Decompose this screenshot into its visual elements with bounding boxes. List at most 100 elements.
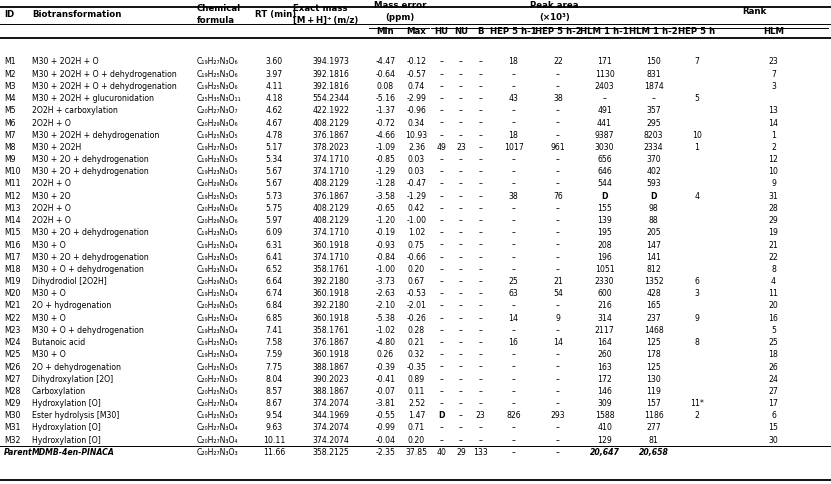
Text: 0.34: 0.34 <box>408 119 425 127</box>
Text: –: – <box>440 314 444 323</box>
Text: –: – <box>556 375 560 384</box>
Text: –: – <box>440 399 444 408</box>
Text: C₁₉H₂₃N₃O₄: C₁₉H₂₃N₃O₄ <box>197 265 238 274</box>
Text: C₂₀H₂₉N₃O₆: C₂₀H₂₉N₃O₆ <box>197 216 238 225</box>
Text: -4.47: -4.47 <box>376 58 396 66</box>
Text: 593: 593 <box>647 180 661 188</box>
Text: M16: M16 <box>4 241 21 249</box>
Text: M28: M28 <box>4 387 21 396</box>
Text: 9.63: 9.63 <box>265 424 283 433</box>
Text: –: – <box>556 302 560 311</box>
Text: C₂₀H₂₉N₃O₆: C₂₀H₂₉N₃O₆ <box>197 204 238 213</box>
Text: M30 + O + dehydrogenation: M30 + O + dehydrogenation <box>32 265 144 274</box>
Text: 360.1918: 360.1918 <box>312 314 350 323</box>
Text: C₁₉H₂₅N₃O₄: C₁₉H₂₅N₃O₄ <box>197 314 238 323</box>
Text: –: – <box>479 167 483 176</box>
Text: Peak area
(×10³): Peak area (×10³) <box>530 1 578 22</box>
Text: 5.73: 5.73 <box>265 192 283 201</box>
Text: 4: 4 <box>695 192 700 201</box>
Text: 1468: 1468 <box>644 326 663 335</box>
Text: 4.11: 4.11 <box>265 82 283 91</box>
Text: M31: M31 <box>4 424 21 433</box>
Text: 10: 10 <box>692 131 702 140</box>
Text: 374.2074: 374.2074 <box>312 399 350 408</box>
Text: –: – <box>459 326 463 335</box>
Text: 29: 29 <box>769 216 779 225</box>
Text: M30 + 2O + dehydrogenation: M30 + 2O + dehydrogenation <box>32 155 149 164</box>
Text: –: – <box>556 131 560 140</box>
Text: -2.35: -2.35 <box>376 448 396 457</box>
Text: –: – <box>479 302 483 311</box>
Text: -4.80: -4.80 <box>376 338 396 347</box>
Text: 1874: 1874 <box>644 82 663 91</box>
Text: -3.73: -3.73 <box>376 277 396 286</box>
Text: 6.74: 6.74 <box>265 289 283 298</box>
Text: C₁₉H₂₅N₃O₄: C₁₉H₂₅N₃O₄ <box>197 289 238 298</box>
Text: –: – <box>652 94 656 103</box>
Text: –: – <box>512 436 515 445</box>
Text: 9: 9 <box>771 180 776 188</box>
Text: 5: 5 <box>771 326 776 335</box>
Text: -0.39: -0.39 <box>376 363 396 372</box>
Text: 43: 43 <box>509 94 519 103</box>
Text: C₁₉H₂₅N₃O₅: C₁₉H₂₅N₃O₅ <box>197 192 238 201</box>
Text: –: – <box>556 326 560 335</box>
Text: 8.67: 8.67 <box>265 399 283 408</box>
Text: C₁₉H₂₅N₃O₅: C₁₉H₂₅N₃O₅ <box>197 131 238 140</box>
Text: –: – <box>556 241 560 249</box>
Text: 1352: 1352 <box>644 277 663 286</box>
Text: HLM 1 h-2: HLM 1 h-2 <box>629 27 678 35</box>
Text: 428: 428 <box>647 289 661 298</box>
Text: M30 + 2O2H + O + dehydrogenation: M30 + 2O2H + O + dehydrogenation <box>32 82 177 91</box>
Text: 7.75: 7.75 <box>265 363 283 372</box>
Text: C₁₉H₂₅N₃O₃: C₁₉H₂₅N₃O₃ <box>197 411 238 420</box>
Text: 388.1867: 388.1867 <box>312 387 349 396</box>
Text: 0.42: 0.42 <box>408 204 425 213</box>
Text: –: – <box>440 204 444 213</box>
Text: C₂₀H₂₇N₃O₃: C₂₀H₂₇N₃O₃ <box>197 448 238 457</box>
Text: 390.2023: 390.2023 <box>312 375 349 384</box>
Text: –: – <box>479 326 483 335</box>
Text: 216: 216 <box>597 302 612 311</box>
Text: –: – <box>440 363 444 372</box>
Text: –: – <box>459 180 463 188</box>
Text: –: – <box>440 167 444 176</box>
Text: –: – <box>459 350 463 359</box>
Text: 14: 14 <box>553 338 563 347</box>
Text: 2O2H + O: 2O2H + O <box>32 180 71 188</box>
Text: –: – <box>479 119 483 127</box>
Text: 14: 14 <box>769 119 779 127</box>
Text: 21: 21 <box>769 241 779 249</box>
Text: -1.00: -1.00 <box>406 216 426 225</box>
Text: 18: 18 <box>769 350 779 359</box>
Text: -1.29: -1.29 <box>376 167 396 176</box>
Text: –: – <box>479 350 483 359</box>
Text: 277: 277 <box>647 424 661 433</box>
Text: –: – <box>556 253 560 262</box>
Text: M30: M30 <box>4 411 21 420</box>
Text: –: – <box>512 180 515 188</box>
Text: 1130: 1130 <box>595 70 614 79</box>
Text: Chemical
formula: Chemical formula <box>197 4 241 25</box>
Text: 1.02: 1.02 <box>408 228 425 237</box>
Text: -0.57: -0.57 <box>406 70 426 79</box>
Text: Dihydrodiol [2O2H]: Dihydrodiol [2O2H] <box>32 277 106 286</box>
Text: –: – <box>440 424 444 433</box>
Text: HEP 5 h-1: HEP 5 h-1 <box>490 27 537 35</box>
Text: M30 + 2O + dehydrogenation: M30 + 2O + dehydrogenation <box>32 253 149 262</box>
Text: NU: NU <box>454 27 468 35</box>
Text: Carboxylation: Carboxylation <box>32 387 86 396</box>
Text: –: – <box>512 424 515 433</box>
Text: M3: M3 <box>4 82 16 91</box>
Text: 309: 309 <box>597 399 612 408</box>
Text: 10.93: 10.93 <box>406 131 428 140</box>
Text: M14: M14 <box>4 216 21 225</box>
Text: 31: 31 <box>769 192 779 201</box>
Text: C₁₉H₂₇N₃O₅: C₁₉H₂₇N₃O₅ <box>197 143 238 152</box>
Text: 295: 295 <box>647 119 661 127</box>
Text: C₂₀H₂₉N₃O₅: C₂₀H₂₉N₃O₅ <box>197 277 238 286</box>
Text: -0.96: -0.96 <box>406 106 426 115</box>
Text: -3.81: -3.81 <box>376 399 396 408</box>
Text: –: – <box>512 326 515 335</box>
Text: 23: 23 <box>475 411 485 420</box>
